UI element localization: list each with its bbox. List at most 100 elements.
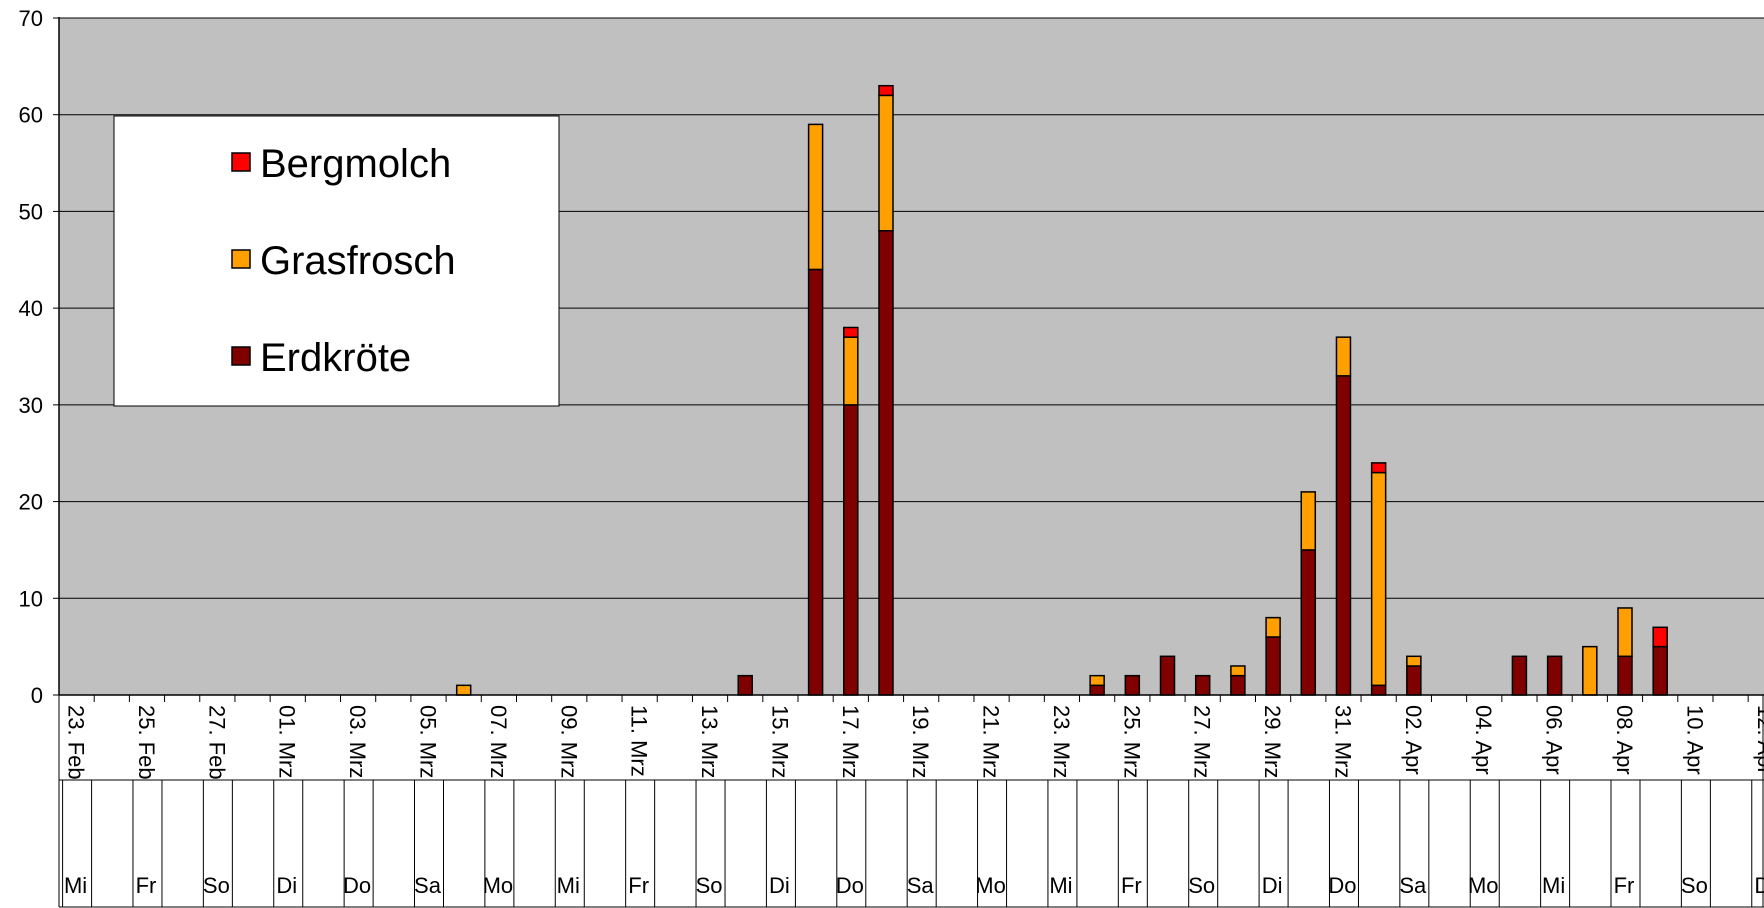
- x-tick-label-weekday: Mi: [64, 873, 87, 898]
- x-tick-label-weekday: Di: [1262, 873, 1283, 898]
- x-tick-label-weekday: Mo: [1468, 873, 1499, 898]
- legend-swatch: [231, 152, 251, 172]
- x-tick-label-date: 13. Mrz: [697, 705, 722, 778]
- x-tick-label-weekday: So: [1681, 873, 1708, 898]
- bar-segment: [1370, 471, 1387, 687]
- y-tick-label: 50: [19, 199, 43, 224]
- x-tick-label-date: 01. Mrz: [275, 705, 300, 778]
- x-tick-label-date: 15. Mrz: [767, 705, 792, 778]
- bar-segment: [807, 268, 824, 696]
- bar-segment: [1406, 665, 1422, 696]
- x-tick-label-weekday: So: [1188, 873, 1215, 898]
- x-tick-label-date: 11. Mrz: [627, 705, 652, 777]
- x-tick-label-date: 08. Apr: [1612, 705, 1637, 775]
- x-tick-label-weekday: Mi: [557, 873, 580, 898]
- y-tick-label: 60: [19, 103, 43, 128]
- y-tick-label: 30: [19, 393, 43, 418]
- x-tick-label-date: 10. Apr: [1682, 705, 1707, 775]
- x-tick-label-weekday: Mo: [975, 873, 1006, 898]
- bar-segment: [878, 84, 894, 97]
- bar-segment: [1265, 616, 1281, 638]
- bar-segment: [1124, 674, 1141, 696]
- x-tick-label-date: 09. Mrz: [556, 705, 581, 778]
- x-tick-label-date: 04. Apr: [1471, 705, 1496, 775]
- x-tick-label-date: 29. Mrz: [1260, 705, 1285, 778]
- bar-segment: [843, 326, 859, 338]
- bars: [455, 84, 1668, 696]
- bar-segment: [843, 336, 859, 406]
- x-tick-label-date: 02. Apr: [1401, 705, 1426, 775]
- bar-segment: [1230, 665, 1246, 677]
- y-axis: 0 10 20 30 40 50 60 70: [19, 6, 60, 708]
- x-axis: 23. Feb Mi 25. Feb Fr 27. Feb So 01. Mrz Di 03. …: [58, 694, 1764, 908]
- x-tick-label-date: 05. Mrz: [416, 705, 441, 778]
- y-tick-label: 20: [19, 490, 43, 515]
- legend-label: Grasfrosch: [260, 239, 456, 283]
- x-tick-label-weekday: Di: [769, 873, 790, 898]
- x-tick-label-date: 07. Mrz: [486, 705, 511, 778]
- x-tick-label-weekday: Fr: [1614, 873, 1635, 898]
- bar-segment: [737, 674, 753, 696]
- bar-segment: [1089, 684, 1105, 696]
- x-tick-label-weekday: Mi: [1542, 873, 1565, 898]
- x-tick-label-date: 19. Mrz: [908, 705, 933, 778]
- bar-segment: [1546, 655, 1563, 696]
- y-tick-label: 0: [31, 683, 43, 708]
- x-tick-label-date: 31. Mrz: [1330, 705, 1355, 778]
- x-tick-label-weekday: Mi: [1049, 873, 1072, 898]
- x-tick-label-date: 23. Mrz: [1049, 705, 1074, 778]
- legend-label: Erdkröte: [260, 336, 411, 380]
- bar-segment: [1511, 655, 1528, 696]
- x-tick-label-weekday: Di: [276, 873, 297, 898]
- bar-segment: [1335, 336, 1352, 377]
- x-tick-label-weekday: Do: [343, 873, 371, 898]
- legend-label: Bergmolch: [260, 142, 451, 186]
- legend-swatch: [231, 249, 251, 269]
- bar-segment: [1265, 636, 1281, 696]
- x-tick-label-weekday: Fr: [1121, 873, 1142, 898]
- x-tick-label-weekday: Do: [1328, 873, 1356, 898]
- bar-segment: [843, 404, 859, 696]
- x-tick-label-date: 17. Mrz: [838, 705, 863, 778]
- x-tick-label-weekday: Sa: [414, 873, 442, 898]
- y-tick-label: 10: [19, 586, 43, 611]
- bar-segment: [1300, 491, 1317, 551]
- x-tick-label-weekday: Mo: [483, 873, 514, 898]
- bar-segment: [1230, 674, 1246, 696]
- x-tick-label-date: 25. Feb: [134, 705, 159, 780]
- x-tick-label-weekday: Sa: [907, 873, 935, 898]
- x-tick-label-date: 23. Feb: [64, 705, 89, 780]
- bar-segment: [1194, 674, 1211, 696]
- x-tick-label-date: 21. Mrz: [979, 705, 1004, 778]
- legend-box: [113, 115, 560, 407]
- x-tick-label-date: 06. Apr: [1542, 705, 1567, 775]
- bar-segment: [1370, 462, 1387, 474]
- bar-segment: [1089, 674, 1105, 687]
- x-tick-label-date: 12. Apr: [1753, 705, 1764, 775]
- y-tick-label: 40: [19, 296, 43, 321]
- legend: Bergmolch Grasfrosch Erdkröte: [113, 115, 560, 407]
- bar-segment: [1582, 645, 1598, 696]
- x-tick-label-weekday: Fr: [136, 873, 157, 898]
- bar-segment: [1652, 626, 1668, 648]
- y-tick-label: 70: [19, 6, 43, 31]
- x-tick-label-weekday: Sa: [1399, 873, 1427, 898]
- x-tick-label-weekday: Fr: [628, 873, 649, 898]
- bar-segment: [1370, 684, 1387, 696]
- legend-swatch: [231, 346, 251, 366]
- bar-segment: [878, 230, 894, 696]
- bar-segment: [807, 123, 824, 271]
- bar-segment: [1159, 655, 1176, 696]
- bar-segment: [878, 94, 894, 232]
- x-tick-label-date: 25. Mrz: [1119, 705, 1144, 778]
- x-tick-label-weekday: Do: [836, 873, 864, 898]
- x-tick-label-weekday: So: [203, 873, 230, 898]
- bar-segment: [1617, 607, 1633, 658]
- bar-segment: [1617, 655, 1633, 696]
- x-tick-label-weekday: So: [696, 873, 723, 898]
- x-tick-label-date: 03. Mrz: [345, 705, 370, 778]
- bar-segment: [1300, 549, 1317, 696]
- bar-segment: [1406, 655, 1422, 667]
- x-tick-label-weekday: Di: [1754, 873, 1764, 898]
